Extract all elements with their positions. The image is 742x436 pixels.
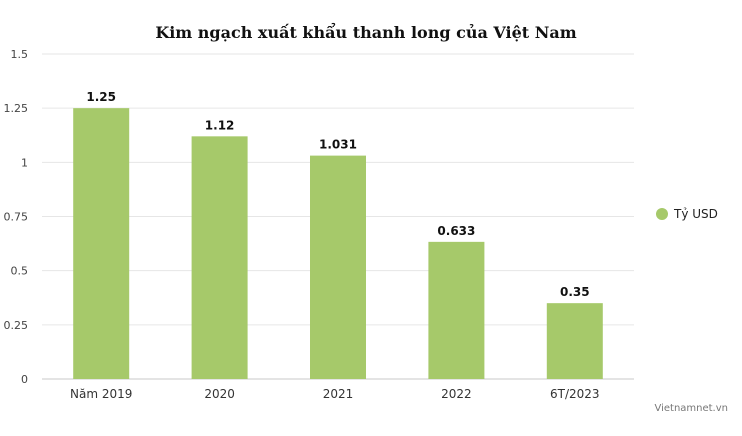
legend[interactable]: Tỷ USD (656, 207, 718, 221)
legend-label: Tỷ USD (673, 207, 718, 221)
data-label: 1.25 (86, 90, 116, 104)
y-tick-label: 0.5 (11, 265, 29, 278)
data-label: 1.12 (205, 118, 235, 132)
x-axis-ticks: Năm 2019 2020 2021 2022 6T/2023 (70, 387, 600, 401)
y-tick-label: 0.75 (4, 211, 29, 224)
y-tick-label: 1 (21, 156, 28, 169)
data-label: 0.35 (560, 285, 590, 299)
bar[interactable] (73, 108, 130, 380)
credit-text: Vietnamnet.vn (654, 403, 728, 414)
bar[interactable] (428, 241, 485, 379)
x-tick-label: 2021 (323, 387, 354, 401)
bar[interactable] (546, 303, 603, 379)
chart-title: Kim ngạch xuất khẩu thanh long của Việt … (155, 21, 576, 42)
x-tick-label: 6T/2023 (550, 387, 600, 401)
y-axis-ticks: 0 0.25 0.5 0.75 1 1.25 1.5 (4, 48, 29, 386)
bars: 1.25 1.12 1.031 0.633 0.35 (73, 90, 603, 380)
x-tick-label: Năm 2019 (70, 387, 132, 401)
x-tick-label: 2020 (204, 387, 235, 401)
y-tick-label: 1.5 (11, 48, 29, 61)
x-tick-label: 2022 (441, 387, 472, 401)
y-tick-label: 0 (21, 373, 28, 386)
data-label: 0.633 (437, 224, 475, 238)
bar[interactable] (191, 136, 248, 379)
y-tick-label: 1.25 (4, 102, 29, 115)
data-label: 1.031 (319, 138, 357, 152)
bar[interactable] (310, 155, 366, 379)
legend-swatch (656, 208, 668, 220)
y-tick-label: 0.25 (4, 319, 29, 332)
